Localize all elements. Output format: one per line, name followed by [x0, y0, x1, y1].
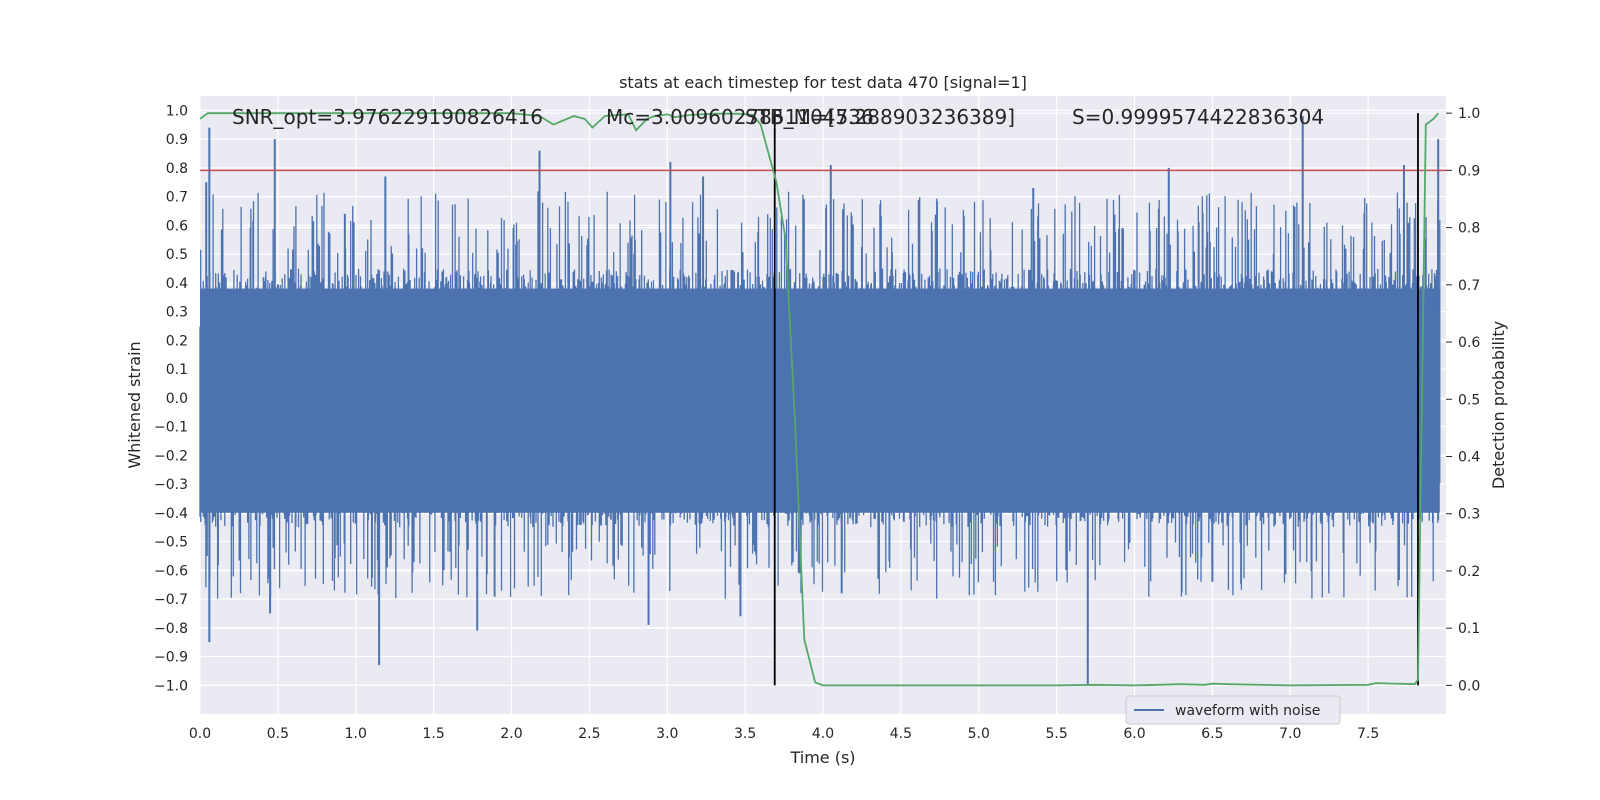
- y-tick-label-right: 0.8: [1458, 221, 1480, 237]
- overlay-lines: [200, 113, 1446, 686]
- y-tick-label-right: 0.6: [1458, 335, 1480, 351]
- annotation-snr: SNR_opt=3.976229190826416: [232, 105, 543, 129]
- waveform-core: [200, 288, 1440, 513]
- y-tick-label-left: 0.7: [166, 190, 188, 206]
- y-tick-label-left: −0.8: [154, 621, 188, 637]
- y-tick-label-right: 1.0: [1458, 106, 1480, 122]
- probability-series: [199, 112, 1439, 687]
- x-tick-label: 7.0: [1279, 726, 1301, 742]
- y-tick-label-left: 0.6: [166, 218, 188, 234]
- x-tick-label: 5.0: [968, 726, 990, 742]
- x-tick-label: 2.5: [578, 726, 600, 742]
- y-tick-label-right: 0.1: [1458, 621, 1480, 637]
- y-tick-label-right: 0.2: [1458, 564, 1480, 580]
- x-tick-label: 4.5: [890, 726, 912, 742]
- ticks: 0.0 0.5 1.0 1.5 2.0 2.5 3.0 3.5 4.0 4.5 5.0 5.5 6.0 6…: [154, 103, 1480, 742]
- x-tick-label: 1.0: [345, 726, 367, 742]
- legend-label: waveform with noise: [1175, 703, 1320, 719]
- y-tick-label-right: 0.3: [1458, 507, 1480, 523]
- chart-title: stats at each timestep for test data 470…: [619, 73, 1027, 92]
- x-tick-label: 4.0: [812, 726, 834, 742]
- x-tick-label: 3.5: [734, 726, 756, 742]
- y-tick-label-left: −0.6: [154, 563, 188, 579]
- y-tick-label-left: 0.4: [166, 276, 188, 292]
- y-axis-label-left: Whitened strain: [125, 341, 144, 468]
- x-tick-label: 0.0: [189, 726, 211, 742]
- y-tick-label-left: 0.2: [166, 333, 188, 349]
- y-tick-label-right: 0.4: [1458, 450, 1480, 466]
- annotation-stb: STB_M=[5.288903236389]: [745, 105, 1015, 129]
- probability-line: [199, 112, 1439, 687]
- y-tick-label-left: −0.3: [154, 477, 188, 493]
- y-tick-label-right: 0.9: [1458, 163, 1480, 179]
- y-tick-label-left: 0.8: [166, 161, 188, 177]
- legend-box: [1125, 695, 1341, 725]
- y-tick-label-left: −0.5: [154, 535, 188, 551]
- x-tick-label: 7.5: [1357, 726, 1379, 742]
- y-axis-label-right: Detection probability: [1489, 321, 1508, 489]
- x-tick-label: 6.5: [1201, 726, 1223, 742]
- y-tick-label-left: −0.7: [154, 592, 188, 608]
- x-tick-label: 1.5: [422, 726, 444, 742]
- x-axis-label: Time (s): [789, 748, 855, 767]
- y-tick-label-left: −0.9: [154, 650, 188, 666]
- x-tick-label: 0.5: [267, 726, 289, 742]
- y-tick-label-left: 1.0: [166, 103, 188, 119]
- y-tick-label-right: 0.5: [1458, 392, 1480, 408]
- y-tick-label-left: 0.9: [166, 132, 188, 148]
- y-tick-label-left: 0.5: [166, 247, 188, 263]
- x-tick-label: 5.5: [1045, 726, 1067, 742]
- waveform-series: [199, 116, 1441, 686]
- y-tick-label-left: 0.3: [166, 305, 188, 321]
- annotation-mc: Mc=3.0096027851104736: [606, 105, 874, 129]
- y-tick-label-right: 0.0: [1458, 678, 1480, 694]
- y-tick-label-left: −1.0: [154, 678, 188, 694]
- x-tick-label: 3.0: [656, 726, 678, 742]
- y-tick-label-left: −0.2: [154, 448, 188, 464]
- annotation-s: S=0.9999574422836304: [1072, 105, 1324, 129]
- y-tick-label-left: 0.1: [166, 362, 188, 378]
- y-tick-label-left: −0.4: [154, 506, 188, 522]
- x-tick-label: 6.0: [1123, 726, 1145, 742]
- legend: waveform with noise: [1125, 695, 1341, 725]
- y-tick-label-left: 0.0: [166, 391, 188, 407]
- x-tick-label: 2.0: [500, 726, 522, 742]
- y-tick-label-left: −0.1: [154, 420, 188, 436]
- y-tick-label-right: 0.7: [1458, 278, 1480, 294]
